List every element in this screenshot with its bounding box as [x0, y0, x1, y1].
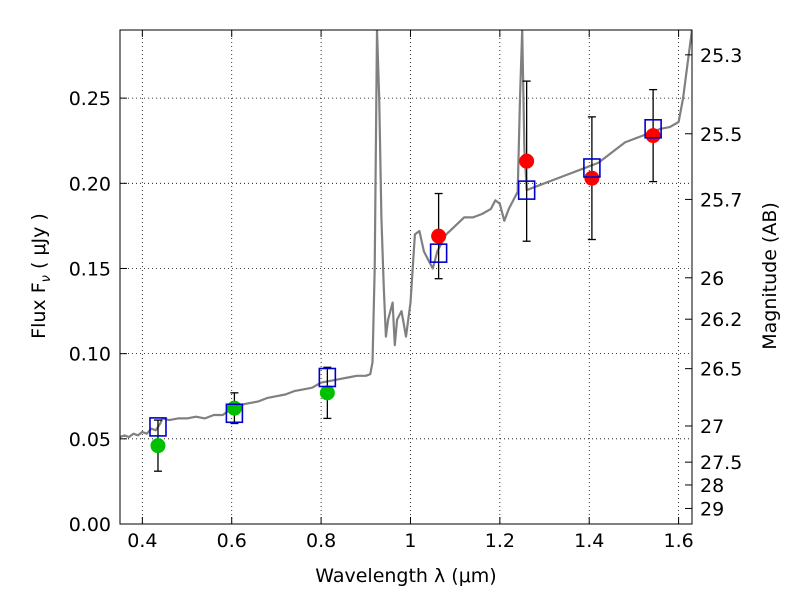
photometry-point: [584, 170, 600, 186]
photometry-point: [519, 153, 535, 169]
photometry-point: [431, 228, 447, 244]
x-tick-label: 0.8: [306, 530, 336, 552]
photometry-point: [226, 400, 242, 416]
y-axis-label-main: Flux F: [28, 282, 50, 338]
photometry-point: [150, 438, 166, 454]
y-axis-label-unit: ( μJy ): [28, 213, 50, 275]
y2-tick-label: 25.5: [700, 124, 742, 146]
model-flux-square: [225, 403, 244, 424]
y-tick-label: 0.00: [69, 514, 111, 536]
plot-frame: [119, 29, 693, 525]
model-flux-square: [149, 417, 167, 437]
grid: [120, 30, 692, 525]
x-tick-label: 1.6: [663, 530, 693, 552]
marker-layer: [149, 119, 662, 454]
y-axis-label-sub: ν: [39, 275, 54, 282]
x-tick-label: 1.4: [574, 530, 604, 552]
y2-tick-label: 29: [700, 498, 724, 520]
x-tick-label: 1: [404, 530, 416, 552]
y-tick-label: 0.10: [69, 344, 111, 366]
y2-tick-label: 27: [700, 416, 724, 438]
y2-tick-label: 26: [700, 268, 724, 290]
tick-layer: 0.4 0.6 0.8 1 1.2 1.4 1.6 0.00 0.05 0.10 0.15 0.20 0…: [69, 30, 742, 552]
model-flux-square: [318, 367, 337, 388]
y2-tick-label: 26.5: [700, 359, 742, 381]
y2-tick-label: 28: [700, 475, 724, 497]
y2-tick-label: 25.7: [700, 189, 742, 211]
model-flux-square: [429, 243, 448, 263]
model-flux-square: [583, 158, 601, 178]
y-axis-label: Flux Fν ( μJy ): [28, 213, 54, 339]
x-tick-label: 0.4: [127, 530, 157, 552]
y2-axis-label: Magnitude (AB): [759, 202, 781, 350]
y2-tick-label: 26.2: [700, 309, 742, 331]
x-tick-label: 0.6: [217, 530, 247, 552]
model-flux-square: [517, 180, 536, 200]
x-tick-label: 1.2: [485, 530, 515, 552]
y-tick-label: 0.20: [69, 173, 111, 195]
x-axis-label: Wavelength λ (μm): [315, 565, 496, 587]
photometry-point: [319, 385, 335, 401]
y2-tick-label: 27.5: [700, 452, 742, 474]
y-tick-label: 0.25: [69, 88, 111, 110]
photometry-point: [645, 128, 661, 144]
spectrum-layer: [120, 30, 692, 439]
y-tick-label: 0.15: [69, 258, 111, 280]
y-tick-label: 0.05: [69, 429, 111, 451]
spectrum-line: [120, 30, 692, 439]
model-flux-square: [644, 119, 662, 139]
y2-tick-label: 25.3: [700, 45, 742, 67]
